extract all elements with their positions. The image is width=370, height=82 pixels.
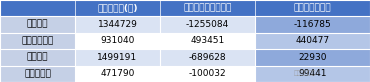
Bar	[0, 49, 75, 66]
Text: 平均燃料消耗量积分: 平均燃料消耗量积分	[183, 4, 232, 12]
Text: 931040: 931040	[100, 36, 135, 45]
Text: 上汽通用五菱: 上汽通用五菱	[21, 36, 54, 45]
Bar	[75, 49, 160, 66]
Bar	[75, 66, 160, 82]
Text: -1255084: -1255084	[186, 20, 229, 29]
Bar	[0, 0, 370, 16]
Bar	[160, 32, 255, 49]
Bar	[255, 16, 370, 32]
Text: -689628: -689628	[189, 53, 226, 62]
Text: 22930: 22930	[298, 53, 327, 62]
Text: -116785: -116785	[294, 20, 332, 29]
Bar	[160, 66, 255, 82]
Text: 1499191: 1499191	[97, 53, 138, 62]
Bar	[75, 16, 160, 32]
Bar	[0, 32, 75, 49]
Text: -100032: -100032	[189, 69, 226, 78]
Text: 1344729: 1344729	[98, 20, 137, 29]
Text: 上汽通用: 上汽通用	[27, 20, 48, 29]
Text: 440477: 440477	[295, 36, 330, 45]
Bar	[255, 49, 370, 66]
Text: 新能源汽车积分: 新能源汽车积分	[294, 4, 331, 12]
Bar	[160, 49, 255, 66]
Text: 乘用车产量(辆): 乘用车产量(辆)	[97, 4, 138, 12]
Bar	[0, 16, 75, 32]
Text: 493451: 493451	[191, 36, 225, 45]
Text: 上汽大众: 上汽大众	[27, 53, 48, 62]
Bar	[255, 32, 370, 49]
Bar	[160, 16, 255, 32]
Bar	[75, 32, 160, 49]
Bar	[0, 66, 75, 82]
Text: 汽车电子设计: 汽车电子设计	[294, 70, 316, 76]
Text: 471790: 471790	[100, 69, 135, 78]
Bar	[255, 66, 370, 82]
Text: 上海乘用车: 上海乘用车	[24, 69, 51, 78]
Text: 99441: 99441	[298, 69, 327, 78]
